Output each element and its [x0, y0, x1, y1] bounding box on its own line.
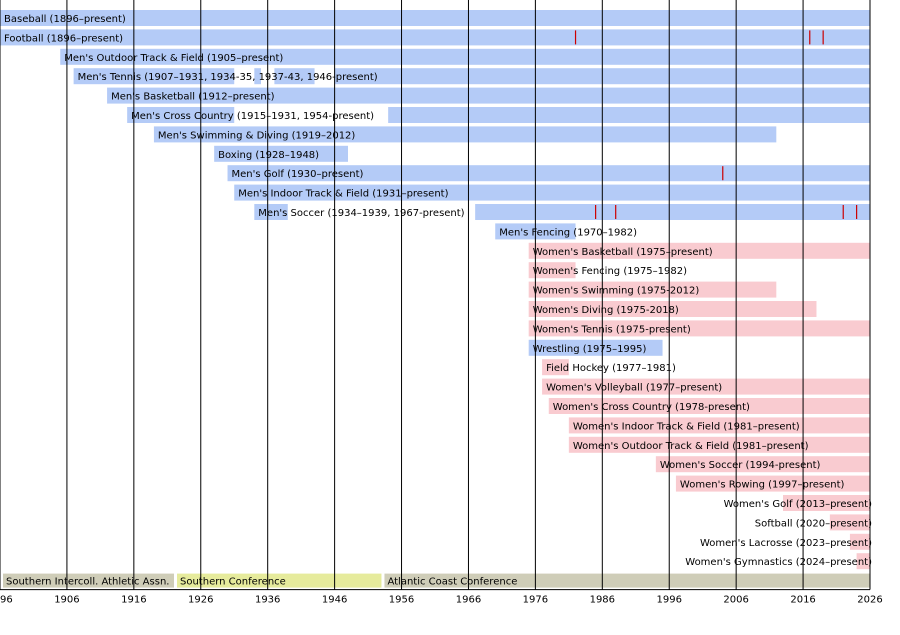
bar-label: Women's Swimming (1975-2012) — [533, 286, 700, 297]
x-tick-label: 1956 — [389, 595, 414, 606]
bar-segment — [274, 68, 315, 85]
bar-segment — [542, 378, 870, 395]
bar-label: Men's Outdoor Track & Field (1905–presen… — [64, 53, 283, 64]
bar-segment — [0, 10, 870, 26]
bar-segment — [528, 301, 817, 317]
bar-segment — [214, 145, 348, 162]
x-tick-label: 2026 — [857, 595, 882, 606]
bar-segment — [856, 553, 870, 570]
bar-label: Women's Tennis (1975-present) — [533, 324, 691, 335]
bar-label: Women's Volleyball (1977–present) — [546, 383, 722, 394]
bar-label: Women's Basketball (1975–present) — [533, 247, 713, 258]
x-tick-label: 1916 — [121, 595, 146, 606]
bar-label: Women's Gymnastics (2024–present) — [685, 557, 872, 568]
conference-label: Southern Intercoll. Athletic Assn. — [6, 577, 169, 588]
x-tick-label: 1896 — [0, 595, 13, 606]
bar-segment — [127, 107, 235, 123]
bar-label: Field Hockey (1977–1981) — [546, 363, 676, 374]
bar-segment — [675, 475, 870, 492]
bar-label: Men's Golf (1930–present) — [232, 169, 364, 180]
x-tick-label: 2006 — [723, 595, 748, 606]
bar-label: Women's Rowing (1997–present) — [680, 480, 845, 491]
bar-segment — [655, 456, 870, 473]
bar-segment — [528, 320, 870, 337]
bar-segment — [60, 48, 870, 65]
bar-segment — [528, 242, 870, 259]
conference-label: Southern Conference — [180, 577, 286, 588]
x-tick-label: 1966 — [456, 595, 481, 606]
bar-label: Football (1896–present) — [4, 33, 123, 44]
bar-segment — [528, 339, 663, 356]
grid-layer — [0, 0, 871, 591]
bar-label: Women's Fencing (1975–1982) — [533, 266, 687, 277]
bar-label: Men's Tennis (1907–1931, 1934-35, 1937-4… — [78, 72, 378, 83]
bars-layer — [0, 10, 871, 588]
bar-label: Women's Soccer (1994-present) — [660, 460, 821, 471]
x-tick-label: 1926 — [188, 595, 213, 606]
bar-segment — [153, 126, 777, 143]
conference-label: Atlantic Coast Conference — [387, 577, 517, 588]
bar-segment — [227, 165, 871, 182]
bar-segment — [475, 204, 870, 220]
labels-layer: 1896 1906 1916 1926 1936 1946 1956 1966 1976 1986… — [0, 14, 883, 606]
bar-segment — [254, 204, 288, 220]
x-tick-label: 1986 — [590, 595, 615, 606]
bar-label: Women's Cross Country (1978-present) — [553, 402, 750, 413]
bar-label: Softball (2020–present) — [755, 518, 872, 529]
bar-label: Men's Cross Country (1915–1931, 1954-pre… — [131, 111, 374, 122]
bar-segment — [829, 514, 870, 531]
bar-label: Men's Basketball (1912–present) — [111, 92, 275, 103]
bar-segment — [849, 533, 870, 550]
bar-label: Women's Lacrosse (2023–present) — [700, 538, 872, 549]
conference-bar — [384, 573, 870, 588]
x-tick-label: 2016 — [790, 595, 815, 606]
bar-segment — [234, 184, 870, 201]
bar-segment — [568, 417, 870, 434]
bar-label: Men's Fencing (1970–1982) — [499, 227, 637, 238]
bar-label: Men's Swimming & Diving (1919–2012) — [158, 130, 356, 141]
bar-label: Boxing (1928–1948) — [218, 150, 319, 161]
bar-label: Women's Diving (1975-2018) — [533, 305, 679, 316]
bar-segment — [107, 87, 871, 104]
x-tick-label: 1946 — [322, 595, 347, 606]
bar-segment — [548, 398, 870, 414]
bar-segment — [254, 68, 261, 85]
x-tick-label: 1976 — [523, 595, 548, 606]
bar-segment — [388, 107, 870, 123]
conference-bar — [177, 573, 382, 588]
bar-segment — [0, 29, 870, 46]
bar-segment — [528, 262, 576, 279]
bar-segment — [528, 281, 777, 298]
bar-label: Baseball (1896–present) — [4, 14, 126, 25]
bar-label: Men's Indoor Track & Field (1931–present… — [238, 189, 448, 200]
bar-segment — [568, 436, 870, 453]
bar-label: Wrestling (1975–1995) — [533, 344, 647, 355]
bar-segment — [73, 68, 235, 85]
bar-label: Women's Outdoor Track & Field (1981–pres… — [573, 441, 809, 452]
bar-label: Women's Golf (2013–present) — [724, 499, 872, 510]
bar-segment — [783, 495, 870, 511]
bar-segment — [542, 359, 569, 376]
bar-label: Women's Indoor Track & Field (1981–prese… — [573, 421, 800, 432]
bar-label: Men's Soccer (1934–1939, 1967-present) — [258, 208, 464, 219]
conference-bar — [3, 573, 174, 588]
x-tick-label: 1906 — [54, 595, 79, 606]
x-tick-label: 1936 — [255, 595, 280, 606]
x-tick-label: 1996 — [657, 595, 682, 606]
